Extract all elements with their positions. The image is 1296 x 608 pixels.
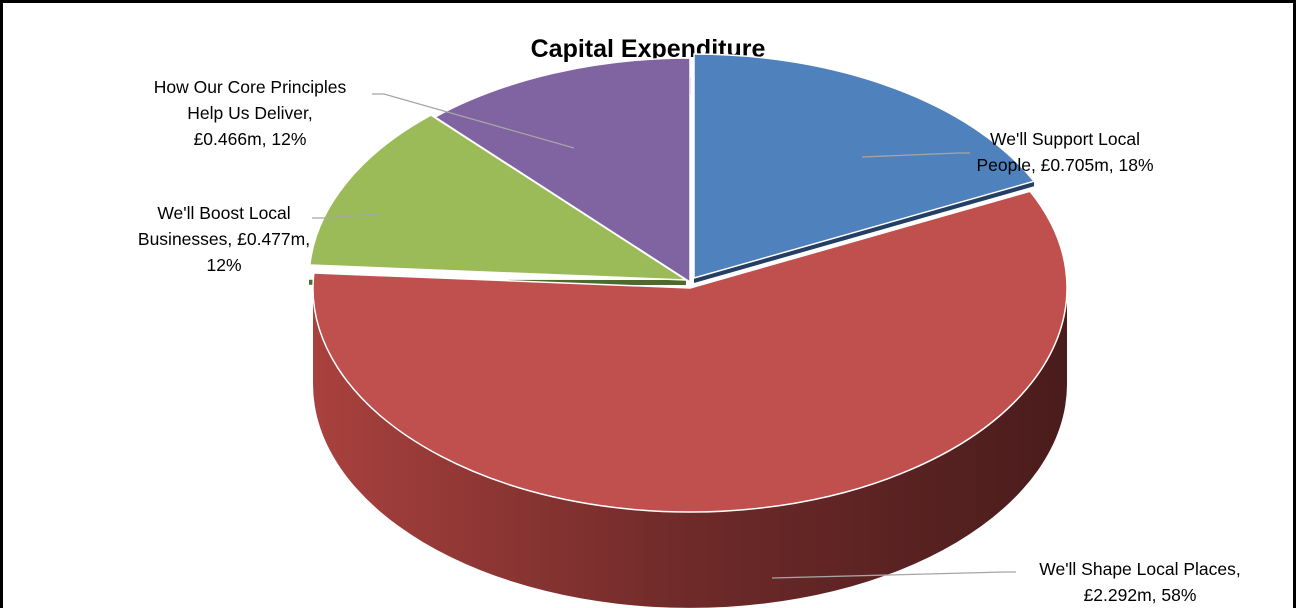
pie-slice-how-our-core-principles-help-us-deliver [433, 57, 691, 284]
data-label-line: £0.466m, 12% [193, 129, 307, 149]
data-label-line: We'll Support Local [990, 129, 1140, 149]
data-label-line: How Our Core Principles [153, 77, 347, 97]
pie-slice-we-ll-support-local-people [693, 53, 1036, 279]
pie-side-1 [313, 288, 1067, 608]
pie-slice-we-ll-boost-local-businesses [309, 114, 689, 281]
data-label-2: We'll Boost Local Businesses, £0.477m, 12% [108, 200, 340, 278]
data-label-0: We'll Support Local People, £0.705m, 18% [950, 126, 1180, 178]
data-label-line: 12% [206, 255, 242, 275]
leader-line-0 [861, 152, 970, 158]
data-label-line: Help Us Deliver, [187, 103, 313, 123]
data-label-3: How Our Core Principles Help Us Deliver, £… [120, 74, 380, 152]
data-label-line: We'll Boost Local [157, 203, 291, 223]
pie-slice-we-ll-shape-local-places [312, 190, 1068, 513]
leader-line-3 [372, 93, 575, 149]
data-label-line: People, £0.705m, 18% [976, 155, 1154, 175]
data-label-line: £2.292m, 58% [1083, 585, 1197, 605]
leader-line-1 [771, 571, 1016, 579]
data-label-line: We'll Shape Local Places, [1039, 559, 1241, 579]
data-label-line: Businesses, £0.477m, [137, 229, 311, 249]
pie-edge-blue [694, 181, 1035, 283]
data-label-1: We'll Shape Local Places, £2.292m, 58% [1000, 556, 1280, 608]
leader-line-2 [312, 213, 379, 219]
